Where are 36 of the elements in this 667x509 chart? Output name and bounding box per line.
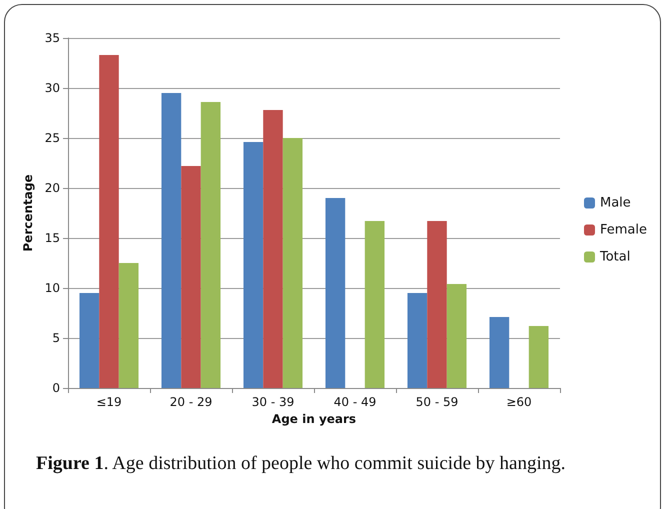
bar [325, 198, 346, 388]
legend-label: Total [598, 250, 630, 264]
y-tick-label: 10 [44, 281, 60, 295]
x-axis-title: Age in years [272, 412, 356, 426]
bar [263, 110, 283, 388]
y-tick-label: 0 [52, 381, 60, 395]
x-tick-label: 20 - 29 [170, 395, 212, 409]
bar [407, 293, 428, 388]
bar [118, 263, 139, 388]
x-tick-label: 40 - 49 [334, 395, 376, 409]
y-tick-label: 5 [52, 331, 60, 345]
bar [364, 221, 385, 388]
y-tick-label: 35 [44, 31, 60, 45]
bar [282, 138, 303, 388]
legend-label: Female [600, 222, 648, 238]
bar [489, 317, 510, 388]
legend-label: Male [600, 196, 631, 210]
x-tick-label: 50 - 59 [416, 395, 458, 409]
bar [243, 142, 264, 388]
bar [446, 284, 467, 388]
x-tick-label: 30 - 39 [252, 395, 294, 409]
y-axis-title: Percentage [20, 174, 35, 252]
caption: Figure 1. Age distribution of people who commit suicide by hanging. [36, 452, 566, 476]
bar [161, 93, 182, 388]
y-tick-label: 20 [44, 181, 60, 195]
bar [427, 221, 447, 388]
bar [99, 55, 119, 388]
x-tick-label: ≤19 [96, 395, 122, 409]
y-tick-label: 30 [44, 81, 60, 95]
bar [181, 166, 201, 388]
y-tick-label: 25 [44, 131, 60, 145]
y-tick-label: 15 [44, 231, 60, 245]
bar [79, 293, 100, 388]
x-tick-label: ≥60 [506, 395, 532, 409]
bar [528, 326, 549, 388]
bar [200, 102, 221, 388]
